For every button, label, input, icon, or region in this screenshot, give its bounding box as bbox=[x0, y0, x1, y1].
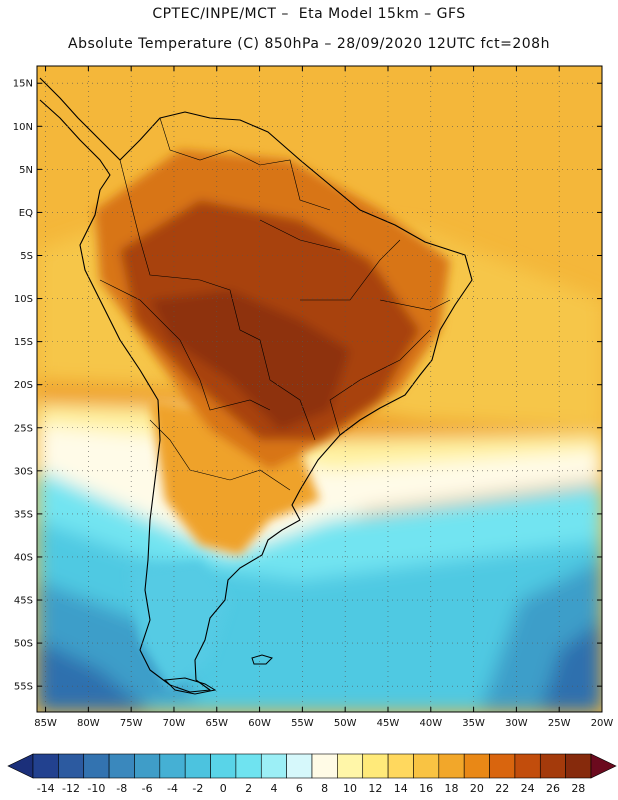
lat-label: 10N bbox=[13, 122, 33, 133]
lon-label: 75W bbox=[120, 718, 143, 729]
colorbar-swatch bbox=[463, 753, 490, 779]
lon-label: 25W bbox=[548, 718, 571, 729]
lon-label: 65W bbox=[205, 718, 228, 729]
colorbar-label: -4 bbox=[167, 782, 178, 795]
colorbar-swatch bbox=[108, 753, 135, 779]
colorbar-label: 20 bbox=[470, 782, 484, 795]
colorbar-swatch bbox=[387, 753, 414, 779]
colorbar-swatch bbox=[413, 753, 440, 779]
lon-label: 70W bbox=[163, 718, 186, 729]
lon-label: 50W bbox=[334, 718, 357, 729]
lon-label: 80W bbox=[77, 718, 100, 729]
colorbar-label: -14 bbox=[37, 782, 55, 795]
colorbar-swatch bbox=[489, 753, 516, 779]
colorbar-swatch bbox=[184, 753, 211, 779]
temperature-field bbox=[37, 66, 602, 712]
longitude-labels: 85W 80W 75W 70W 65W 60W 55W 50W 45W 40W 35W 30W 25W 2… bbox=[34, 718, 613, 729]
colorbar-swatch bbox=[32, 753, 59, 779]
lon-label: 85W bbox=[34, 718, 57, 729]
lat-label: 35S bbox=[14, 509, 33, 520]
gridlines bbox=[37, 66, 603, 712]
colorbar-label: 10 bbox=[343, 782, 357, 795]
lat-label: 10S bbox=[14, 294, 33, 305]
colorbar-swatch bbox=[159, 753, 186, 779]
colorbar-label: 18 bbox=[445, 782, 459, 795]
colorbar-label: -6 bbox=[142, 782, 153, 795]
lat-label: 45S bbox=[14, 596, 33, 607]
continent-coastline bbox=[39, 77, 473, 693]
colorbar-swatch bbox=[210, 753, 237, 779]
colorbar-swatch bbox=[337, 753, 364, 779]
colorbar-label: 16 bbox=[419, 782, 433, 795]
colorbar-swatch bbox=[539, 753, 566, 779]
colorbar-label: 14 bbox=[394, 782, 408, 795]
lat-label: 40S bbox=[14, 552, 33, 563]
colorbar-swatch bbox=[311, 753, 338, 779]
colorbar-swatch bbox=[286, 753, 313, 779]
lat-label: 50S bbox=[14, 639, 33, 650]
lat-label: 5S bbox=[20, 251, 33, 262]
lon-label: 40W bbox=[419, 718, 442, 729]
colorbar-swatch bbox=[565, 753, 592, 779]
colorbar-label: 26 bbox=[546, 782, 560, 795]
colorbar-label: 4 bbox=[270, 782, 277, 795]
temperature-colorbar: -14 -12 -10 -8 -6 -4 -2 0 2 4 6 8 10 12 14 16 18 20 22 24 26… bbox=[7, 753, 617, 795]
lat-label: EQ bbox=[19, 208, 33, 219]
lat-label: 15N bbox=[13, 79, 33, 90]
map-title-line-2: Absolute Temperature (C) 850hPa – 28/09/… bbox=[68, 36, 550, 52]
colorbar-label: 2 bbox=[245, 782, 252, 795]
tierra-del-fuego bbox=[163, 677, 217, 695]
field-blue-deep bbox=[37, 620, 602, 712]
lon-label: 60W bbox=[248, 718, 271, 729]
colorbar-under-arrow bbox=[7, 753, 34, 779]
lat-label: 15S bbox=[14, 337, 33, 348]
field-patagonia bbox=[130, 560, 230, 690]
latitude-labels: 15N 10N 5N EQ 5S 10S 15S 20S 25S 30S 35S 40S 45S 50S 5… bbox=[13, 79, 33, 693]
colorbar-label: -8 bbox=[116, 782, 127, 795]
colorbar-over-arrow bbox=[590, 753, 617, 779]
lat-label: 20S bbox=[14, 380, 33, 391]
colorbar-swatch bbox=[83, 753, 110, 779]
falkland-islands bbox=[251, 654, 273, 665]
colorbar-swatch bbox=[134, 753, 161, 779]
colorbar-swatch bbox=[438, 753, 465, 779]
colorbar-label: 0 bbox=[220, 782, 227, 795]
lat-label: 55S bbox=[14, 682, 33, 693]
colorbar-swatch bbox=[235, 753, 262, 779]
colorbar-label: 28 bbox=[571, 782, 585, 795]
lat-label: 30S bbox=[14, 466, 33, 477]
lon-label: 55W bbox=[291, 718, 314, 729]
colorbar-swatch bbox=[260, 753, 287, 779]
colorbar-label: -10 bbox=[87, 782, 105, 795]
lat-label: 5N bbox=[19, 165, 33, 176]
colorbar-label: -2 bbox=[192, 782, 203, 795]
lat-label: 25S bbox=[14, 423, 33, 434]
lon-label: 45W bbox=[377, 718, 400, 729]
lon-label: 30W bbox=[505, 718, 528, 729]
colorbar-label: -12 bbox=[62, 782, 80, 795]
country-borders bbox=[99, 117, 451, 491]
colorbar-swatch bbox=[58, 753, 85, 779]
map-title-line-1: CPTEC/INPE/MCT – Eta Model 15km – GFS bbox=[152, 6, 466, 22]
colorbar-label: 24 bbox=[521, 782, 535, 795]
colorbar-label: 22 bbox=[495, 782, 509, 795]
lon-label: 35W bbox=[462, 718, 485, 729]
field-hottest bbox=[150, 290, 350, 430]
colorbar-label: 8 bbox=[321, 782, 328, 795]
colorbar-swatch bbox=[362, 753, 389, 779]
map-outlines bbox=[39, 77, 473, 695]
lon-label: 20W bbox=[591, 718, 614, 729]
colorbar-swatch bbox=[514, 753, 541, 779]
map-frame bbox=[36, 65, 603, 713]
colorbar-label: 6 bbox=[296, 782, 303, 795]
colorbar-label: 12 bbox=[368, 782, 382, 795]
